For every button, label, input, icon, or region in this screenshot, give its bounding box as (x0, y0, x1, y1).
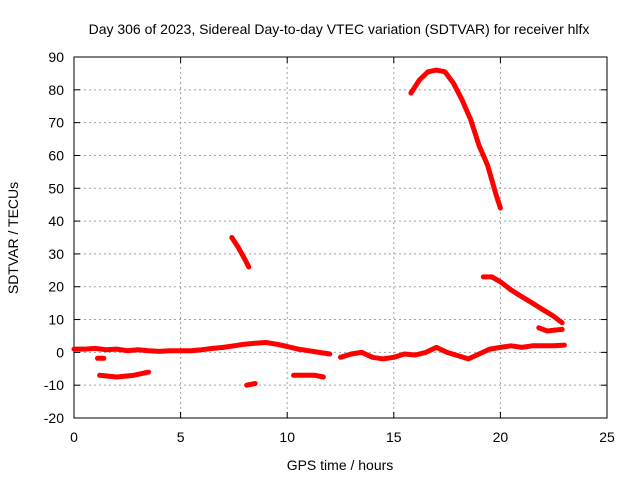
y-tick-label: 20 (48, 279, 64, 295)
chart-title: Day 306 of 2023, Sidereal Day-to-day VTE… (89, 21, 590, 37)
track-minus-seven-b (291, 372, 326, 380)
x-tick-label: 0 (70, 429, 78, 445)
track-minus-ten (244, 381, 258, 388)
plot-frame (73, 56, 608, 419)
track-descending-20 (480, 274, 565, 326)
y-tick-label: 30 (48, 246, 64, 262)
track-high-arc (408, 67, 503, 211)
y-tick-label: 10 (48, 312, 64, 328)
y-tick-label: 70 (48, 115, 64, 131)
y-tick-label: 40 (48, 213, 64, 229)
x-tick-label: 15 (386, 429, 402, 445)
x-tick-labels: 0 5 10 15 20 25 (70, 429, 615, 445)
y-tick-labels: -20 -10 0 10 20 30 40 50 60 70 80 90 (44, 49, 64, 426)
y-tick-label: 0 (56, 344, 64, 360)
y-tick-label: 50 (48, 180, 64, 196)
track-main-low-dip (338, 342, 567, 362)
x-tick-label: 5 (177, 429, 185, 445)
x-axis-label: GPS time / hours (287, 457, 394, 473)
y-tick-label: 60 (48, 147, 64, 163)
track-seven (536, 325, 565, 334)
y-tick-label: -20 (44, 410, 64, 426)
track-short-30 (229, 235, 252, 270)
x-tick-label: 25 (599, 429, 615, 445)
y-axis-label: SDTVAR / TECUs (5, 182, 21, 294)
gridlines (74, 57, 607, 418)
x-tick-label: 20 (493, 429, 509, 445)
track-minus-seven (97, 369, 152, 380)
data-traces (71, 67, 567, 388)
track-main-near-zero (71, 340, 333, 357)
axis-ticks (73, 56, 608, 419)
y-tick-label: -10 (44, 377, 64, 393)
x-tick-label: 10 (279, 429, 295, 445)
y-tick-label: 90 (48, 49, 64, 65)
y-tick-label: 80 (48, 82, 64, 98)
